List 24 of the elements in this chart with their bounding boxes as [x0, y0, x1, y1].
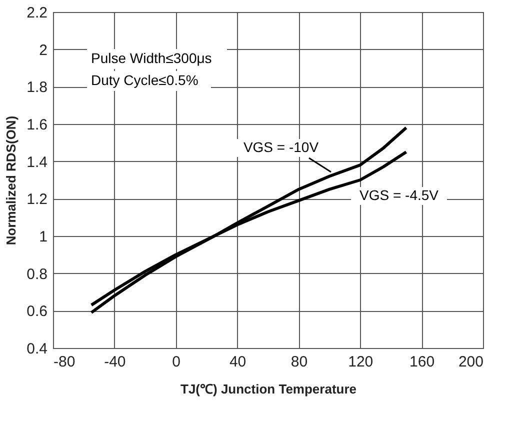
x-tick-label: -80 [54, 354, 76, 370]
series-label: VGS = -10V [243, 139, 320, 155]
y-tick-label: 2 [39, 42, 48, 59]
y-tick-label: 0.8 [26, 266, 48, 283]
series-label: VGS = -4.5V [360, 187, 440, 203]
y-tick-label: 1.4 [26, 154, 48, 171]
x-tick-label: 0 [172, 354, 181, 370]
y-tick-label: 1.2 [26, 191, 48, 208]
x-tick-label: 200 [458, 354, 484, 370]
x-tick-label: -40 [104, 354, 126, 370]
x-tick-label: 160 [410, 354, 435, 370]
y-axis-title: Normalized RDS(ON) [4, 116, 19, 246]
y-tick-label: 0.4 [26, 340, 48, 358]
x-axis-title: TJ(℃) Junction Temperature [180, 382, 357, 396]
annotation: Duty Cycle≤0.5% [91, 72, 198, 88]
y-tick-label: 1.6 [26, 116, 48, 134]
x-tick-label: 40 [229, 354, 246, 370]
y-tick-label: 1.8 [26, 79, 48, 96]
y-tick-label: 0.6 [26, 303, 48, 320]
y-tick-label: 2.2 [26, 4, 48, 22]
annotation: Pulse Width≤300μs [91, 50, 212, 66]
y-tick-label: 1 [39, 228, 48, 246]
x-tick-label: 120 [348, 354, 374, 370]
x-tick-label: 80 [290, 354, 308, 370]
